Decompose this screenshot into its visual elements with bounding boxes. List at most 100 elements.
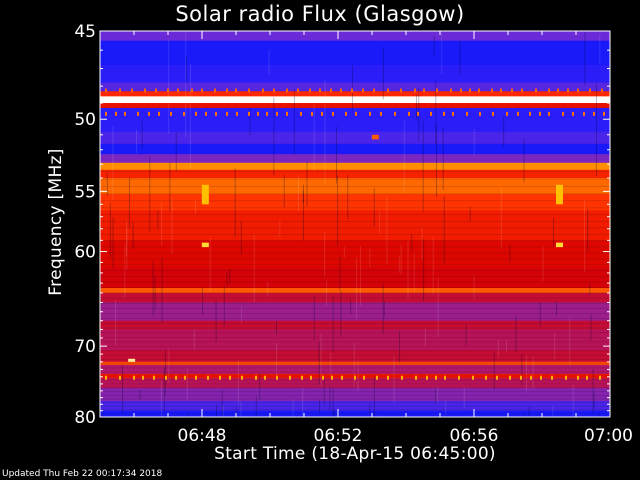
interference-dot	[105, 88, 107, 93]
frequency-band	[100, 388, 610, 402]
radio-burst	[556, 242, 563, 248]
interference-dot	[435, 375, 437, 380]
channel-line	[100, 394, 610, 396]
interference-dot	[414, 88, 416, 93]
interference-dot	[177, 88, 179, 93]
frequency-band	[100, 410, 610, 417]
texture-streak	[101, 412, 103, 417]
frequency-band	[100, 40, 610, 66]
texture-streak	[369, 404, 371, 415]
interference-dot	[257, 111, 259, 116]
interference-dot	[309, 88, 311, 93]
interference-dot	[286, 88, 288, 93]
texture-streak	[569, 317, 571, 366]
texture-streak	[377, 414, 379, 417]
texture-streak	[306, 161, 308, 207]
texture-streak	[149, 156, 151, 232]
interference-dot	[124, 111, 126, 116]
interference-dot	[266, 111, 268, 116]
interference-dot	[535, 88, 537, 93]
texture-streak	[584, 32, 586, 86]
texture-streak	[407, 241, 409, 299]
channel-line	[100, 409, 610, 411]
interference-dot	[191, 88, 193, 93]
interference-dot	[153, 375, 155, 380]
interference-dot	[540, 375, 542, 380]
texture-streak	[332, 387, 334, 417]
y-axis-label: Frequency [MHz]	[46, 148, 66, 296]
frequency-band	[100, 103, 610, 109]
interference-dot	[276, 375, 278, 380]
texture-streak	[202, 287, 204, 315]
radio-burst	[128, 358, 136, 362]
interference-dot	[567, 88, 569, 93]
x-tick-label: 06:52	[314, 426, 363, 446]
y-tick-label: 45	[74, 22, 96, 42]
texture-streak	[500, 188, 502, 249]
interference-dot	[214, 88, 216, 93]
channel-line	[100, 346, 610, 347]
interference-dot	[195, 375, 197, 380]
interference-dot	[289, 375, 291, 380]
interference-dot	[248, 88, 250, 93]
interference-dot	[466, 111, 468, 116]
texture-streak	[521, 354, 523, 386]
interference-dot	[551, 375, 553, 380]
interference-dot	[557, 88, 559, 93]
channel-line	[100, 270, 610, 272]
interference-dot	[593, 111, 595, 116]
texture-streak	[522, 413, 524, 417]
radio-burst	[556, 184, 563, 205]
texture-streak	[169, 161, 171, 212]
frequency-band	[100, 267, 610, 289]
channel-line	[100, 240, 610, 242]
interference-dot	[458, 375, 460, 380]
interference-dot	[415, 375, 417, 380]
texture-streak	[433, 36, 435, 58]
interference-dot	[492, 111, 494, 116]
interference-dot	[235, 88, 237, 93]
texture-streak	[297, 174, 299, 212]
texture-streak	[421, 228, 423, 260]
texture-streak	[556, 301, 558, 316]
interference-dot	[452, 111, 454, 116]
texture-streak	[139, 389, 141, 400]
texture-streak	[324, 79, 326, 185]
interference-dot	[345, 111, 347, 116]
channel-line	[100, 292, 610, 294]
texture-streak	[382, 47, 384, 100]
y-tick-label: 80	[74, 408, 96, 428]
texture-streak	[509, 245, 511, 262]
interference-dot	[255, 375, 257, 380]
interference-dot	[443, 111, 445, 116]
texture-streak	[186, 368, 188, 400]
radio-burst	[371, 134, 379, 140]
texture-streak	[302, 190, 304, 204]
interference-dot	[548, 88, 550, 93]
channel-line	[100, 258, 610, 260]
interference-dot	[155, 88, 157, 93]
texture-streak	[324, 231, 326, 278]
texture-streak	[357, 358, 359, 392]
channel-line	[100, 200, 610, 202]
texture-streak	[100, 273, 102, 310]
channel-line	[100, 341, 610, 343]
frequency-band	[100, 131, 610, 145]
texture-streak	[554, 333, 556, 360]
texture-streak	[164, 350, 166, 395]
spectrogram-streaks	[100, 32, 610, 417]
texture-streak	[542, 245, 544, 282]
texture-streak	[469, 206, 471, 222]
texture-streak	[126, 227, 128, 270]
spectrogram-bands	[100, 31, 610, 417]
interference-dot	[539, 111, 541, 116]
frequency-band	[100, 82, 610, 92]
texture-streak	[435, 80, 437, 145]
channel-line	[100, 287, 610, 288]
interference-dot	[241, 375, 243, 380]
channel-line	[100, 246, 610, 248]
texture-streak	[319, 399, 321, 413]
interference-dot	[369, 111, 371, 116]
interference-dot	[142, 375, 144, 380]
channel-line	[100, 234, 610, 235]
